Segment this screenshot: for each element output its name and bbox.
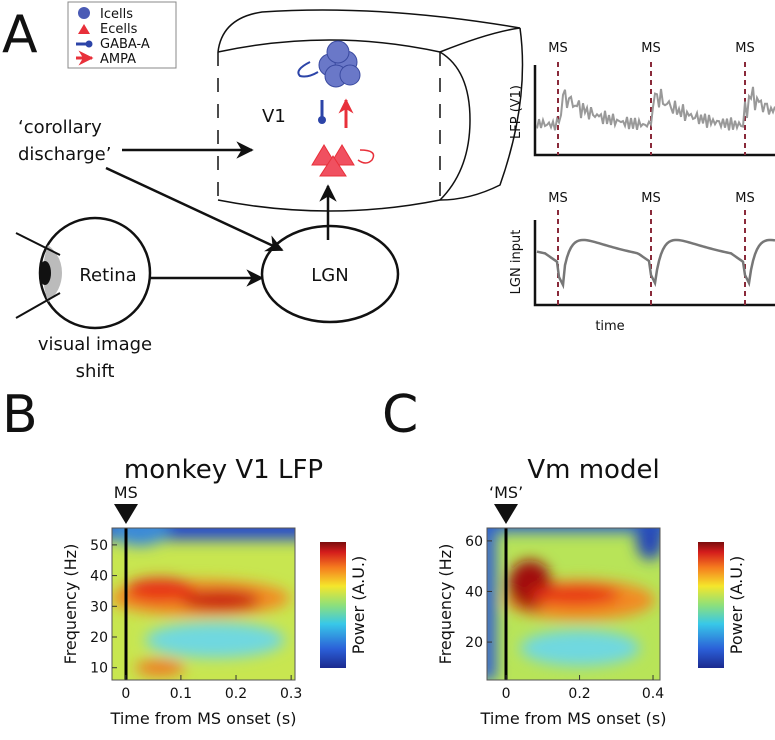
legend-icon <box>85 40 93 48</box>
cells <box>297 40 375 177</box>
legend-text: Icells <box>100 7 133 22</box>
y-tick-label: 10 <box>90 661 108 677</box>
arrow <box>105 166 284 252</box>
x-label: Time from MS onset (s) <box>480 709 667 728</box>
x-tick-label: 0 <box>502 686 511 702</box>
x-tick-label: 0.4 <box>642 686 664 702</box>
y-tick-label: 60 <box>465 534 483 550</box>
panel-title: Vm model <box>527 455 659 485</box>
ms-label: MS <box>114 483 138 502</box>
ms-label: MS <box>548 191 567 206</box>
y-tick-label: 20 <box>90 630 108 646</box>
ms-label: MS <box>735 41 754 56</box>
label: ‘corollary <box>18 117 102 138</box>
y-label: Frequency (Hz) <box>61 544 80 665</box>
v1-box <box>217 9 524 212</box>
legend-icon <box>78 24 90 34</box>
x-tick-label: 0 <box>121 686 130 702</box>
lgn-label: LGN <box>311 265 348 286</box>
x-tick-label: 0.1 <box>170 686 192 702</box>
plot-frame <box>486 527 661 681</box>
colorbar <box>320 542 346 668</box>
retina-label: Retina <box>79 265 136 286</box>
y-tick-label: 50 <box>90 538 108 554</box>
trace-panels <box>533 62 775 307</box>
legend-icon <box>78 7 90 19</box>
y-label: Frequency (Hz) <box>436 544 455 665</box>
label: visual image <box>38 334 152 355</box>
y-tick-label: 40 <box>465 584 483 600</box>
y-label: LGN input <box>509 230 524 295</box>
legend-text: AMPA <box>100 52 136 67</box>
x-tick-label: 0.2 <box>225 686 247 702</box>
panel-label: A <box>2 5 38 65</box>
ms-label: MS <box>735 191 754 206</box>
spectrogram <box>487 528 660 680</box>
legend-text: GABA-A <box>100 37 150 52</box>
panel-label: B <box>2 385 38 445</box>
x-tick-label: 0.3 <box>280 686 302 702</box>
colorbar <box>698 542 724 668</box>
ms-label: MS <box>641 191 660 206</box>
y-tick-label: 40 <box>90 569 108 585</box>
ms-label: MS <box>641 41 660 56</box>
spectrogram <box>112 528 295 680</box>
panel-label: C <box>382 385 418 445</box>
v1-label: V1 <box>262 106 286 127</box>
panel-title: monkey V1 LFP <box>124 455 323 485</box>
ms-arrow <box>114 504 138 524</box>
y-tick-label: 20 <box>465 635 483 651</box>
label: shift <box>76 361 115 382</box>
lgn <box>260 224 400 324</box>
legend-text: Ecells <box>100 22 138 37</box>
y-tick-label: 30 <box>90 599 108 615</box>
colorbar-label: Power (A.U.) <box>349 556 368 655</box>
x-label: time <box>595 319 624 334</box>
label: discharge’ <box>18 144 111 165</box>
ms-label: ‘MS’ <box>489 483 523 502</box>
x-tick-label: 0.2 <box>568 686 590 702</box>
eye <box>15 216 152 330</box>
plot-frame <box>111 527 296 681</box>
colorbar-label: Power (A.U.) <box>727 556 746 655</box>
ms-arrow <box>494 504 518 524</box>
ms-label: MS <box>548 41 567 56</box>
x-label: Time from MS onset (s) <box>110 709 297 728</box>
y-label: LFP (V1) <box>509 85 524 139</box>
